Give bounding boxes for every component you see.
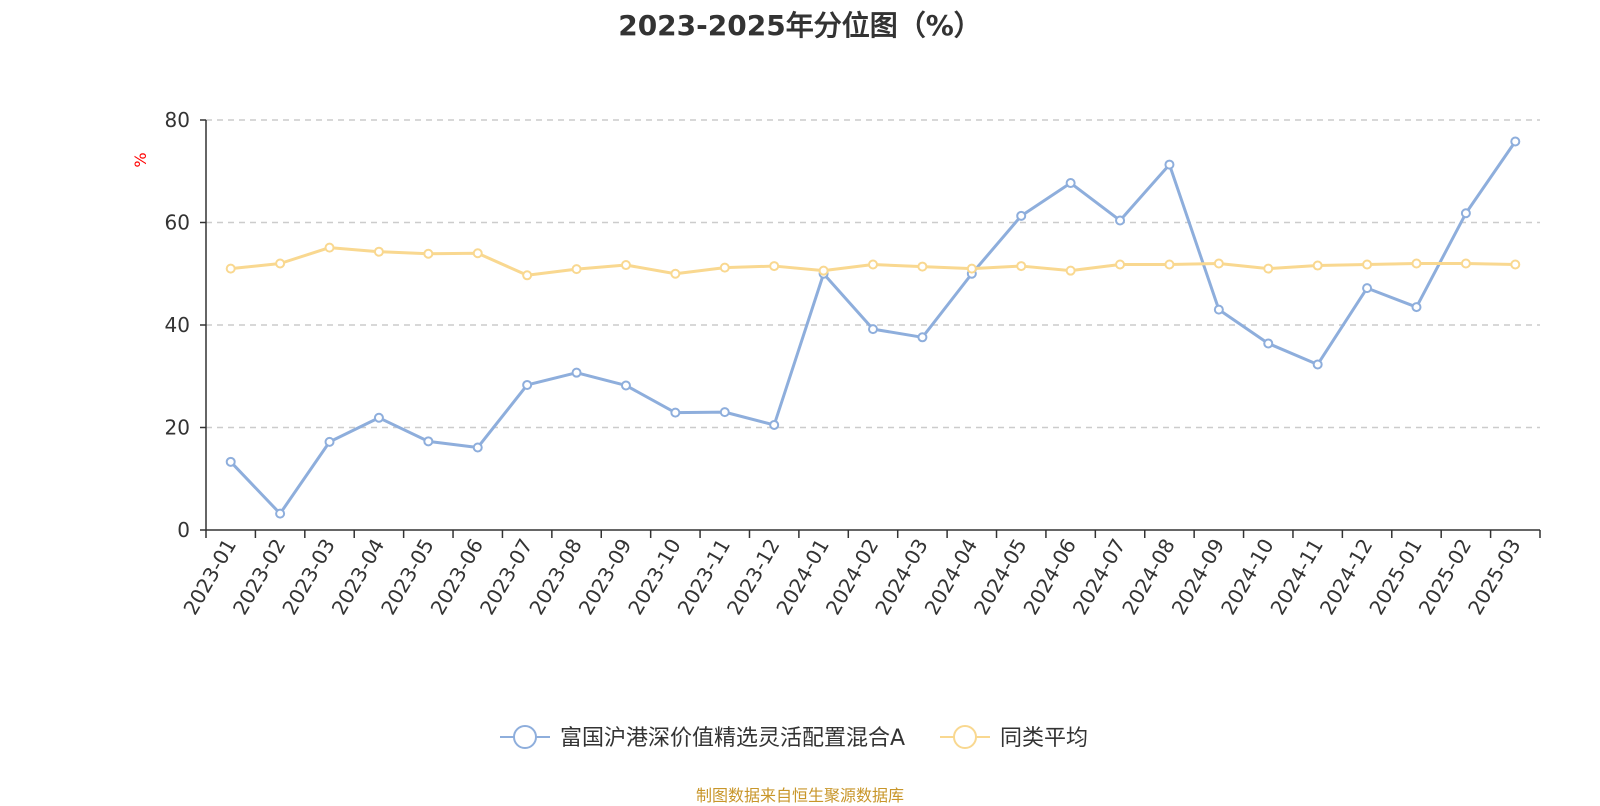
data-point[interactable]: [917, 261, 928, 272]
data-point[interactable]: [472, 248, 483, 259]
data-point[interactable]: [275, 508, 286, 519]
data-point[interactable]: [1411, 258, 1422, 269]
data-point[interactable]: [1065, 178, 1076, 189]
data-point[interactable]: [917, 332, 928, 343]
data-point[interactable]: [1213, 258, 1224, 269]
data-point[interactable]: [1510, 259, 1521, 270]
legend-marker: [513, 725, 537, 749]
legend-item-0[interactable]: 富国沪港深价值精选灵活配置混合A: [500, 725, 905, 751]
data-point[interactable]: [1460, 258, 1471, 269]
legend-label: 富国沪港深价值精选灵活配置混合A: [560, 726, 905, 751]
data-point[interactable]: [1312, 359, 1323, 370]
data-point[interactable]: [571, 367, 582, 378]
y-tick-label: 40: [165, 313, 190, 337]
data-point[interactable]: [1362, 283, 1373, 294]
data-point[interactable]: [966, 263, 977, 274]
data-point[interactable]: [571, 264, 582, 275]
data-point[interactable]: [868, 324, 878, 335]
data-point[interactable]: [522, 379, 533, 390]
grid-lines: [206, 119, 1540, 429]
data-point[interactable]: [868, 259, 878, 270]
data-point[interactable]: [620, 380, 631, 391]
data-point[interactable]: [423, 248, 434, 259]
line-chart: 0 20 40 60 80 2023-012023-022023-032023-0420…: [131, 108, 1541, 751]
data-point[interactable]: [1016, 261, 1027, 272]
x-axis: 2023-012023-022023-032023-042023-052023-…: [178, 529, 1541, 619]
data-point[interactable]: [1362, 259, 1373, 270]
y-tick-label: 20: [165, 416, 190, 440]
data-point[interactable]: [670, 407, 681, 418]
data-point[interactable]: [472, 442, 483, 453]
data-point[interactable]: [324, 242, 335, 253]
data-point[interactable]: [1115, 259, 1126, 270]
data-point[interactable]: [1164, 259, 1175, 270]
data-point[interactable]: [1016, 210, 1027, 221]
data-point[interactable]: [818, 265, 829, 276]
data-point[interactable]: [1065, 265, 1076, 276]
data-point[interactable]: [769, 261, 780, 272]
data-point[interactable]: [1263, 338, 1274, 349]
data-point[interactable]: [719, 262, 730, 273]
data-point[interactable]: [1510, 136, 1521, 147]
data-point[interactable]: [225, 263, 236, 274]
data-point[interactable]: [1115, 215, 1126, 226]
data-point[interactable]: [275, 258, 286, 269]
y-axis: 0 20 40 60 80: [165, 108, 207, 542]
data-point[interactable]: [324, 436, 335, 447]
data-point[interactable]: [1411, 302, 1422, 313]
data-point[interactable]: [1460, 208, 1471, 219]
data-point[interactable]: [373, 412, 384, 423]
series-layer: [225, 136, 1521, 519]
data-point[interactable]: [670, 268, 681, 279]
data-point[interactable]: [769, 419, 780, 430]
data-point[interactable]: [1263, 263, 1274, 274]
data-point[interactable]: [1164, 159, 1175, 170]
data-point[interactable]: [1213, 304, 1224, 315]
legend-label: 同类平均: [1000, 726, 1088, 751]
y-tick-label: 80: [165, 108, 190, 132]
data-point[interactable]: [620, 260, 631, 271]
data-source-note: 制图数据来自恒生聚源数据库: [695, 786, 904, 805]
y-tick-label: 0: [177, 518, 190, 542]
data-point[interactable]: [373, 246, 384, 257]
legend[interactable]: 富国沪港深价值精选灵活配置混合A 同类平均: [500, 725, 1088, 751]
data-point[interactable]: [225, 456, 236, 467]
data-point[interactable]: [719, 407, 730, 418]
legend-item-1[interactable]: 同类平均: [940, 725, 1088, 751]
chart-title: 2023-2025年分位图（%）: [618, 9, 982, 42]
data-point[interactable]: [423, 436, 434, 447]
data-point[interactable]: [1312, 260, 1323, 271]
data-point[interactable]: [522, 270, 533, 281]
y-axis-label: %: [131, 152, 150, 167]
legend-marker: [953, 725, 977, 749]
y-tick-label: 60: [165, 211, 190, 235]
